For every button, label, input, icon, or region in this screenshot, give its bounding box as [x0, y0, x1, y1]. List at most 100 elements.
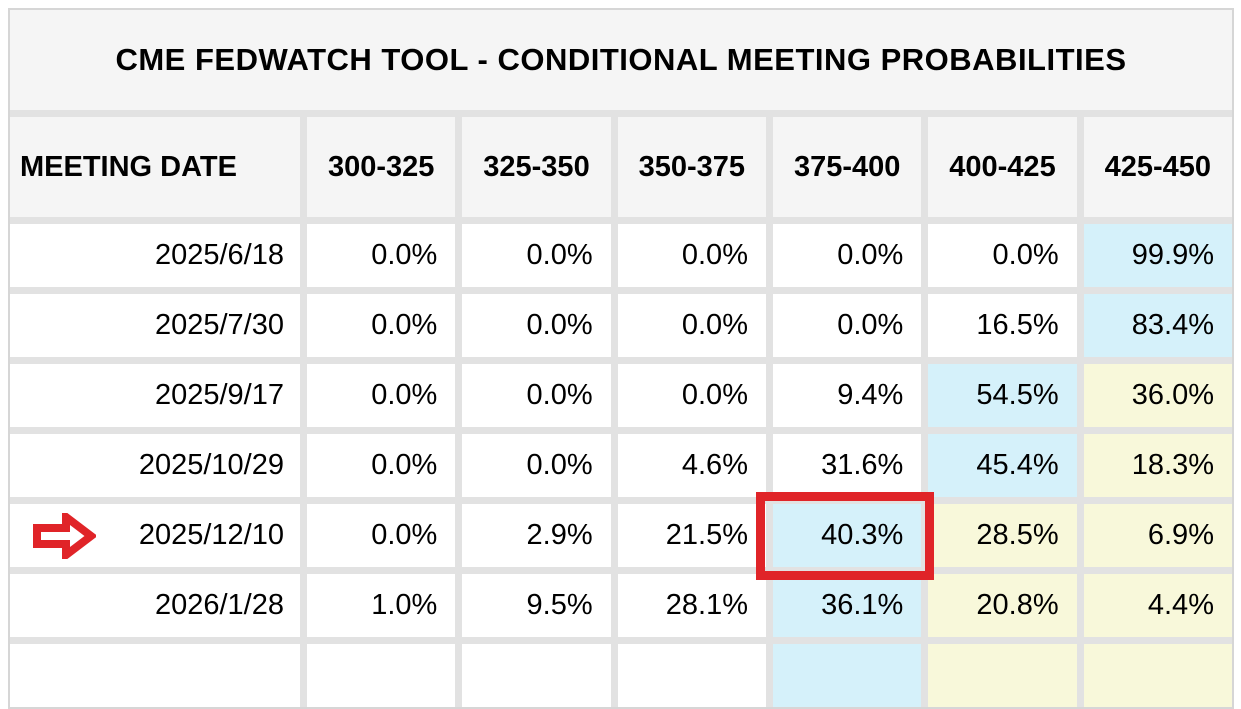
- column-header-meeting-date: MEETING DATE: [10, 117, 300, 217]
- probability-cell: 36.0%: [1083, 364, 1232, 427]
- column-header-325-350: 325-350: [462, 117, 611, 217]
- probability-cell: 0.0%: [772, 294, 922, 357]
- probability-value: 36.0%: [1131, 379, 1214, 411]
- probability-cell: [772, 644, 922, 707]
- column-header-375-400: 375-400: [772, 117, 922, 217]
- probability-value: 0.0%: [526, 449, 593, 481]
- probability-cell: 0.0%: [307, 504, 456, 567]
- meeting-date-label: 2025/10/29: [138, 449, 284, 481]
- meeting-date-label: 2025/7/30: [154, 309, 284, 341]
- meeting-date-cell: 2025/12/10: [10, 504, 300, 567]
- probability-cell: 40.3%: [755, 492, 935, 580]
- probability-value: 40.3%: [821, 519, 904, 551]
- probability-value: 6.9%: [1147, 519, 1214, 551]
- probability-cell: 18.3%: [1083, 434, 1232, 497]
- probability-value: 28.5%: [976, 519, 1059, 551]
- probability-value: 9.5%: [526, 589, 593, 621]
- meeting-date-cell: 2025/6/18: [10, 224, 300, 287]
- probability-cell: 21.5%: [617, 504, 766, 567]
- probability-value: 0.0%: [681, 379, 748, 411]
- probability-value: 18.3%: [1131, 449, 1214, 481]
- probability-cell: 36.1%: [772, 574, 922, 637]
- meeting-date-cell: 2025/7/30: [10, 294, 300, 357]
- probability-cell: 54.5%: [928, 364, 1077, 427]
- probability-cell: [617, 644, 766, 707]
- probability-cell: 0.0%: [617, 294, 766, 357]
- probability-cell: 31.6%: [772, 434, 922, 497]
- probability-cell: 6.9%: [1083, 504, 1232, 567]
- probability-cell: 0.0%: [772, 224, 922, 287]
- probability-cell: 45.4%: [928, 434, 1077, 497]
- probability-cell: 0.0%: [307, 434, 456, 497]
- probability-value: 4.4%: [1147, 589, 1214, 621]
- probability-cell: 99.9%: [1083, 224, 1232, 287]
- probability-cell: 0.0%: [617, 364, 766, 427]
- probability-value: 0.0%: [371, 449, 438, 481]
- column-header-400-425: 400-425: [928, 117, 1077, 217]
- probability-cell: 0.0%: [928, 224, 1077, 287]
- probability-value: 1.0%: [371, 589, 438, 621]
- fedwatch-probability-table: CME FEDWATCH TOOL - CONDITIONAL MEETING …: [8, 8, 1234, 709]
- probability-value: 0.0%: [992, 239, 1059, 271]
- meeting-date-label: 2026/1/28: [154, 589, 284, 621]
- table-title: CME FEDWATCH TOOL - CONDITIONAL MEETING …: [10, 10, 1232, 110]
- probability-cell: [928, 644, 1077, 707]
- probability-cell: 4.6%: [617, 434, 766, 497]
- probability-value: 0.0%: [681, 239, 748, 271]
- probability-cell: [462, 644, 611, 707]
- probability-cell: 9.5%: [462, 574, 611, 637]
- probability-value: 0.0%: [837, 239, 904, 271]
- meeting-date-cell: 2026/1/28: [10, 574, 300, 637]
- probability-cell: [1083, 644, 1232, 707]
- probability-value: 31.6%: [821, 449, 904, 481]
- probability-value: 0.0%: [526, 379, 593, 411]
- probability-cell: 0.0%: [462, 434, 611, 497]
- probability-value: 0.0%: [371, 519, 438, 551]
- probability-cell: 0.0%: [307, 364, 456, 427]
- probability-cell: 9.4%: [772, 364, 922, 427]
- probability-value: 36.1%: [821, 589, 904, 621]
- probability-value: 20.8%: [976, 589, 1059, 621]
- probability-value: 83.4%: [1131, 309, 1214, 341]
- probability-value: 0.0%: [371, 309, 438, 341]
- probability-value: 16.5%: [976, 309, 1059, 341]
- probability-value: 0.0%: [681, 309, 748, 341]
- probability-cell: 1.0%: [307, 574, 456, 637]
- probability-cell: 0.0%: [462, 294, 611, 357]
- meeting-date-label: 2025/9/17: [154, 379, 284, 411]
- probability-value: 4.6%: [681, 449, 748, 481]
- probability-value: 9.4%: [837, 379, 904, 411]
- column-header-350-375: 350-375: [617, 117, 766, 217]
- probability-cell: 28.5%: [928, 504, 1077, 567]
- probability-cell: 0.0%: [617, 224, 766, 287]
- probability-cell: 28.1%: [617, 574, 766, 637]
- probability-value: 0.0%: [526, 309, 593, 341]
- probability-cell: 4.4%: [1083, 574, 1232, 637]
- probability-cell: 0.0%: [462, 224, 611, 287]
- meeting-date-label: 2025/6/18: [154, 239, 284, 271]
- probability-value: 2.9%: [526, 519, 593, 551]
- probability-cell: 0.0%: [307, 224, 456, 287]
- probability-value: 0.0%: [371, 379, 438, 411]
- probability-cell: 83.4%: [1083, 294, 1232, 357]
- probability-cell: 20.8%: [928, 574, 1077, 637]
- probability-cell: 16.5%: [928, 294, 1077, 357]
- probability-value: 21.5%: [665, 519, 748, 551]
- meeting-date-cell: 2025/10/29: [10, 434, 300, 497]
- probability-value: 0.0%: [371, 239, 438, 271]
- meeting-date-cell: 2025/9/17: [10, 364, 300, 427]
- probability-cell: 2.9%: [462, 504, 611, 567]
- probability-value: 28.1%: [665, 589, 748, 621]
- probability-value: 54.5%: [976, 379, 1059, 411]
- probability-value: 99.9%: [1131, 239, 1214, 271]
- meeting-date-label: 2025/12/10: [138, 519, 284, 551]
- probability-cell: 0.0%: [307, 294, 456, 357]
- probability-value: 45.4%: [976, 449, 1059, 481]
- probability-cell: [307, 644, 456, 707]
- probability-value: 0.0%: [526, 239, 593, 271]
- meeting-date-cell: [10, 644, 300, 707]
- probability-value: 0.0%: [837, 309, 904, 341]
- probability-cell: 0.0%: [462, 364, 611, 427]
- red-arrow-icon: [32, 508, 98, 563]
- column-header-300-325: 300-325: [307, 117, 456, 217]
